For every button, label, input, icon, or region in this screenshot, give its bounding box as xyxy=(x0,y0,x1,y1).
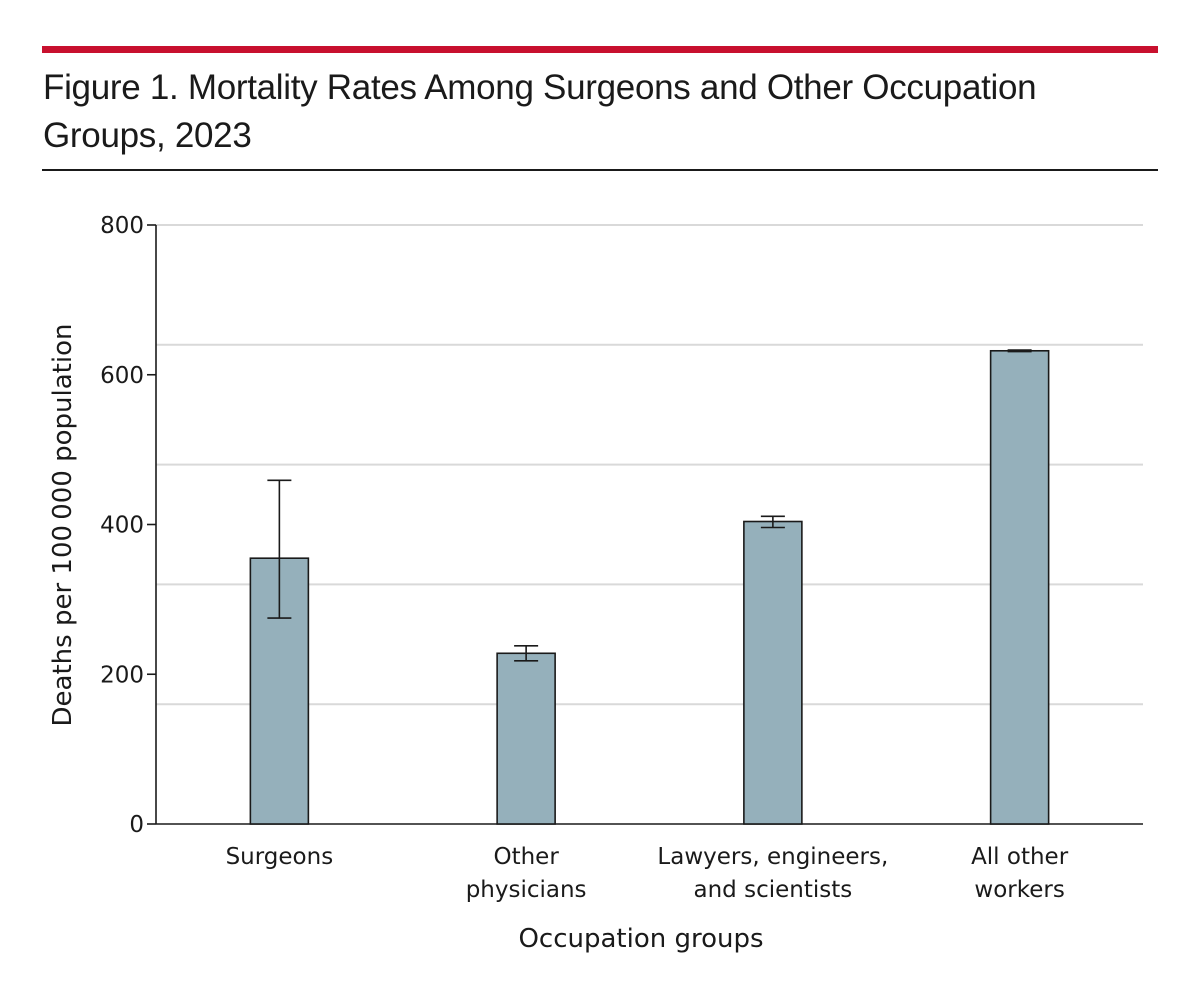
y-axis-title: Deaths per 100 000 population xyxy=(48,324,78,727)
category-label: Surgeons xyxy=(226,844,334,870)
y-tick-label: 400 xyxy=(100,513,144,539)
bar xyxy=(496,652,556,825)
title-divider-rule xyxy=(42,169,1158,171)
category-label-line: All other xyxy=(971,844,1069,870)
y-tick-label: 200 xyxy=(100,662,144,688)
y-tick-label: 0 xyxy=(129,812,144,838)
category-label: Other physicians xyxy=(466,844,587,903)
category-label-line: workers xyxy=(974,877,1064,903)
y-tick-label: 800 xyxy=(100,213,144,239)
category-label: Lawyers, engineers, and scientists xyxy=(657,844,888,903)
figure-title: Figure 1. Mortality Rates Among Surgeons… xyxy=(43,68,1037,155)
bars xyxy=(249,349,1050,825)
y-axis: 0 200 400 600 800 xyxy=(100,213,1143,838)
gridlines xyxy=(156,224,1143,706)
bar xyxy=(989,349,1050,825)
category-label-line: physicians xyxy=(466,877,587,903)
y-tick-label: 600 xyxy=(100,363,144,389)
x-axis-title: Occupation groups xyxy=(518,924,763,954)
category-label: All other workers xyxy=(971,844,1069,903)
bar xyxy=(743,520,803,825)
category-label-line: Surgeons xyxy=(226,844,334,870)
category-label-line: Lawyers, engineers, xyxy=(657,844,888,870)
category-label-line: and scientists xyxy=(694,877,853,903)
category-label-line: Other xyxy=(493,844,559,870)
category-labels: Surgeons Other physicians Lawyers, engineer… xyxy=(226,844,1069,903)
title-accent-rule xyxy=(42,46,1158,53)
